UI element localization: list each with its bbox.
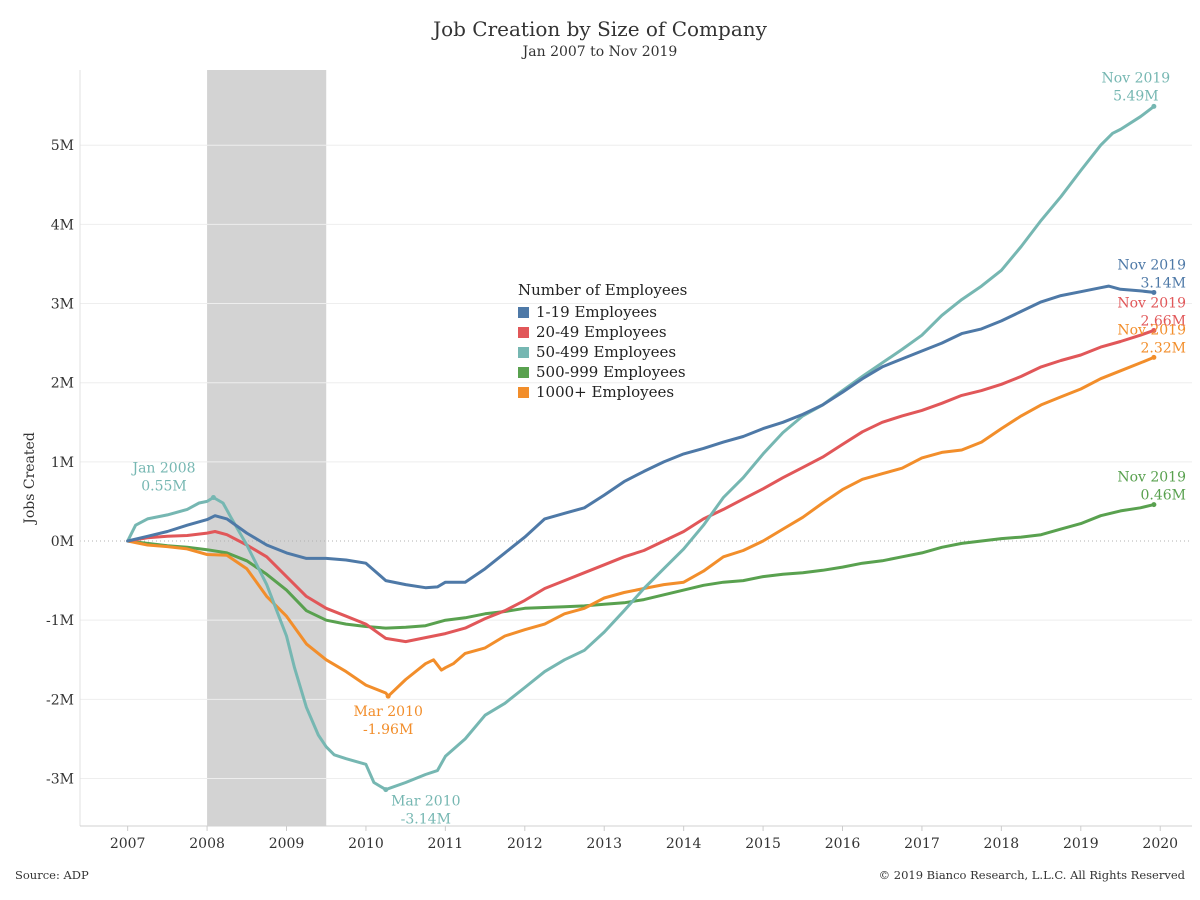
annotation-date: Nov 2019: [1117, 257, 1186, 273]
y-axis-label: Jobs Created: [22, 432, 38, 526]
legend-swatch-500-999: [518, 366, 529, 378]
annotation-value: 2.66M: [1140, 313, 1186, 329]
chart-title: Job Creation by Size of Company: [433, 17, 767, 41]
annotation-date: Nov 2019: [1117, 295, 1186, 311]
x-tick-label: 2011: [428, 836, 464, 852]
y-tick-label: -3M: [46, 772, 74, 788]
annotation-date: Nov 2019: [1102, 70, 1171, 86]
legend-label: 50-499 Employees: [536, 343, 677, 361]
annotation-value: 5.49M: [1113, 88, 1159, 104]
y-tick-label: -1M: [46, 613, 74, 629]
series-line-1000-employees: [126, 355, 1156, 698]
annotation-date: Mar 2010: [391, 794, 460, 810]
annotation-date: Jan 2008: [130, 460, 195, 476]
x-tick-label: 2014: [666, 836, 702, 852]
y-tick-label: 4M: [51, 217, 74, 233]
x-tick-label: 2018: [984, 836, 1020, 852]
annotation-point: [385, 693, 391, 699]
annotation-point: [1151, 502, 1157, 508]
x-tick-label: 2015: [745, 836, 781, 852]
y-tick-label: -2M: [46, 692, 74, 708]
legend-item-50-499[interactable]: 50-499 Employees: [518, 342, 687, 362]
legend-item-500-999[interactable]: 500-999 Employees: [518, 362, 687, 382]
annotation-point: [1151, 289, 1157, 295]
series-line-1-19-employees: [126, 284, 1156, 590]
annotation-date: Mar 2010: [353, 704, 422, 720]
x-tick-label: 2008: [189, 836, 225, 852]
series-line-50-499-employees: [126, 104, 1156, 792]
x-tick-label: 2009: [269, 836, 305, 852]
legend-item-1-19[interactable]: 1-19 Employees: [518, 302, 687, 322]
series-line-20-49-employees: [126, 328, 1156, 644]
annotation-date: Nov 2019: [1117, 470, 1186, 486]
annotation-value: -1.96M: [363, 722, 413, 738]
annotation-value: -3.14M: [401, 812, 451, 828]
source-note: Source: ADP: [15, 868, 89, 882]
y-tick-label: 1M: [51, 455, 74, 471]
annotation-value: 2.32M: [1140, 340, 1186, 356]
y-tick-label: 3M: [51, 297, 74, 313]
legend-item-20-49[interactable]: 20-49 Employees: [518, 322, 687, 342]
y-tick-label: 2M: [51, 376, 74, 392]
legend-swatch-1-19: [518, 306, 529, 318]
x-tick-label: 2016: [825, 836, 861, 852]
x-tick-label: 2012: [507, 836, 543, 852]
recession-shading: [207, 70, 327, 826]
series-line-500-999-employees: [126, 503, 1156, 630]
x-tick-label: 2019: [1063, 836, 1099, 852]
legend-swatch-50-499: [518, 346, 529, 358]
legend-swatch-1000-plus: [518, 386, 529, 398]
annotation-point: [210, 494, 216, 500]
chart-subtitle: Jan 2007 to Nov 2019: [522, 44, 678, 60]
copyright-note: © 2019 Bianco Research, L.L.C. All Right…: [878, 868, 1185, 882]
annotation-point: [1151, 327, 1157, 333]
legend-swatch-20-49: [518, 326, 529, 338]
annotation-date: Nov 2019: [1117, 322, 1186, 338]
legend-label: 1000+ Employees: [536, 383, 675, 401]
annotation-point: [1151, 103, 1157, 109]
legend-label: 1-19 Employees: [536, 303, 657, 321]
x-tick-label: 2013: [586, 836, 622, 852]
x-tick-label: 2007: [110, 836, 146, 852]
annotation-value: 0.55M: [141, 478, 187, 494]
annotation-value: 3.14M: [1140, 275, 1186, 291]
chart-legend: Number of Employees 1-19 Employees 20-49…: [518, 281, 687, 402]
legend-title: Number of Employees: [518, 281, 688, 299]
annotation-point: [1151, 354, 1157, 360]
y-tick-label: 0M: [51, 534, 74, 550]
annotation-value: 0.46M: [1140, 488, 1186, 504]
y-tick-label: 5M: [51, 138, 74, 154]
annotation-point: [383, 787, 389, 793]
legend-label: 500-999 Employees: [536, 363, 686, 381]
x-tick-label: 2020: [1142, 836, 1178, 852]
legend-label: 20-49 Employees: [536, 323, 667, 341]
x-tick-label: 2017: [904, 836, 940, 852]
x-tick-label: 2010: [348, 836, 384, 852]
legend-item-1000-plus[interactable]: 1000+ Employees: [518, 382, 687, 402]
